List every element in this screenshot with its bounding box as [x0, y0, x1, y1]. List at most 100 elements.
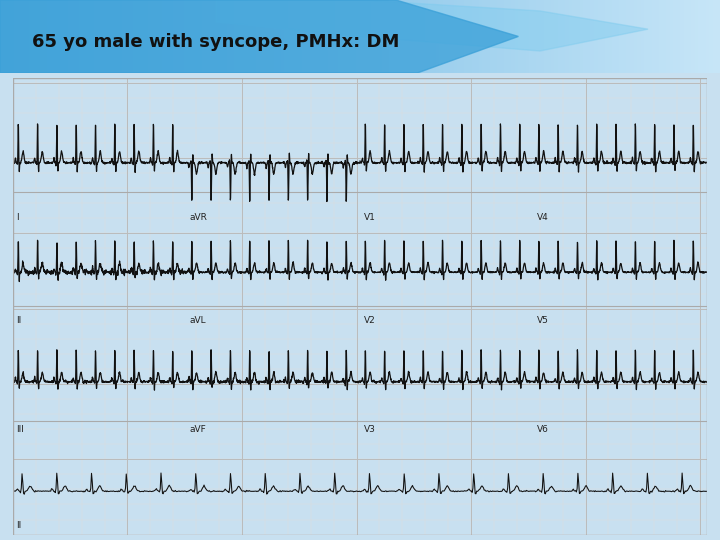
Bar — [227, 0, 232, 73]
Bar — [220, 0, 225, 73]
Bar — [684, 0, 689, 73]
Bar — [619, 0, 624, 73]
Bar — [68, 0, 73, 73]
Bar — [439, 0, 444, 73]
Text: II: II — [17, 521, 22, 530]
Bar — [115, 0, 120, 73]
Bar — [695, 0, 700, 73]
Bar — [529, 0, 534, 73]
Bar — [637, 0, 642, 73]
Bar — [421, 0, 426, 73]
Bar — [306, 0, 311, 73]
Bar — [40, 0, 45, 73]
Bar — [385, 0, 390, 73]
Bar — [450, 0, 455, 73]
Bar — [569, 0, 574, 73]
Bar — [360, 0, 365, 73]
Bar — [194, 0, 199, 73]
Bar — [248, 0, 253, 73]
Bar — [702, 0, 707, 73]
Bar — [565, 0, 570, 73]
Bar — [241, 0, 246, 73]
Bar — [522, 0, 527, 73]
Bar — [590, 0, 595, 73]
Bar — [356, 0, 361, 73]
Bar — [126, 0, 131, 73]
Bar — [79, 0, 84, 73]
Text: V6: V6 — [537, 425, 549, 434]
Bar — [180, 0, 185, 73]
Bar — [353, 0, 358, 73]
Bar — [457, 0, 462, 73]
Bar — [403, 0, 408, 73]
Bar — [317, 0, 322, 73]
Bar — [461, 0, 466, 73]
Bar — [587, 0, 592, 73]
Bar — [392, 0, 397, 73]
Bar — [104, 0, 109, 73]
Text: II: II — [17, 315, 22, 325]
Bar — [11, 0, 16, 73]
Text: III: III — [17, 425, 24, 434]
Bar — [486, 0, 491, 73]
Bar — [608, 0, 613, 73]
Bar — [212, 0, 217, 73]
Bar — [410, 0, 415, 73]
Bar — [677, 0, 682, 73]
Bar — [500, 0, 505, 73]
Bar — [594, 0, 599, 73]
Bar — [266, 0, 271, 73]
Bar — [583, 0, 588, 73]
Bar — [558, 0, 563, 73]
Bar — [234, 0, 239, 73]
Bar — [612, 0, 617, 73]
Bar — [688, 0, 693, 73]
Bar — [716, 0, 720, 73]
Bar — [198, 0, 203, 73]
Bar — [482, 0, 487, 73]
Bar — [295, 0, 300, 73]
Bar — [425, 0, 430, 73]
Bar — [670, 0, 675, 73]
Bar — [76, 0, 81, 73]
Bar — [328, 0, 333, 73]
Bar — [526, 0, 531, 73]
Bar — [119, 0, 124, 73]
Bar — [432, 0, 437, 73]
Bar — [137, 0, 142, 73]
Text: V1: V1 — [364, 213, 375, 222]
Text: V5: V5 — [537, 315, 549, 325]
Text: aVF: aVF — [190, 425, 207, 434]
Bar — [83, 0, 88, 73]
Bar — [25, 0, 30, 73]
Bar — [94, 0, 99, 73]
Bar — [252, 0, 257, 73]
Bar — [706, 0, 711, 73]
Text: V4: V4 — [537, 213, 549, 222]
Bar — [504, 0, 509, 73]
Bar — [209, 0, 214, 73]
Bar — [533, 0, 538, 73]
Bar — [65, 0, 70, 73]
Bar — [155, 0, 160, 73]
Bar — [443, 0, 448, 73]
Bar — [22, 0, 27, 73]
Bar — [598, 0, 603, 73]
Bar — [605, 0, 610, 73]
Bar — [133, 0, 138, 73]
Text: aVR: aVR — [190, 213, 208, 222]
Bar — [130, 0, 135, 73]
Bar — [536, 0, 541, 73]
Bar — [324, 0, 329, 73]
Bar — [342, 0, 347, 73]
Bar — [313, 0, 318, 73]
Bar — [122, 0, 127, 73]
Bar — [184, 0, 189, 73]
Bar — [32, 0, 37, 73]
Bar — [7, 0, 12, 73]
Bar — [230, 0, 235, 73]
Bar — [576, 0, 581, 73]
Bar — [479, 0, 484, 73]
Bar — [396, 0, 401, 73]
Bar — [61, 0, 66, 73]
